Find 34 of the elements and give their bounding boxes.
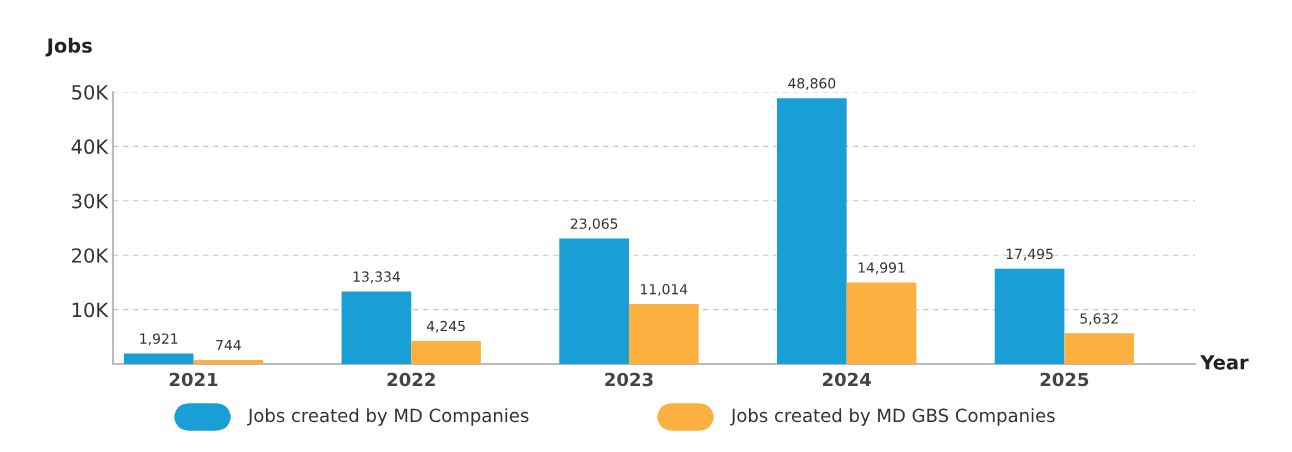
data-label: 4,245 xyxy=(426,320,465,333)
y-tick-label: 10K xyxy=(72,302,109,318)
data-label: 11,014 xyxy=(641,283,688,296)
bar xyxy=(846,282,917,364)
y-axis-title: Jobs xyxy=(45,37,92,57)
data-label: 13,334 xyxy=(353,271,400,284)
y-tick-label: 50K xyxy=(72,84,109,100)
data-label: 17,495 xyxy=(1006,248,1053,261)
data-label: 5,632 xyxy=(1080,313,1118,326)
bar xyxy=(628,304,699,364)
legend-label: Jobs created by MD Companies xyxy=(247,408,529,426)
x-axis-title: Year xyxy=(1200,355,1249,370)
x-tick-label: 2022 xyxy=(387,372,435,387)
bar xyxy=(994,268,1065,364)
data-label: 1,921 xyxy=(140,333,178,346)
bar xyxy=(1064,333,1135,364)
legend-label: Jobs created by MD GBS Companies xyxy=(730,408,1055,426)
bar xyxy=(193,359,264,364)
x-tick-label: 2021 xyxy=(169,372,218,387)
bar xyxy=(777,98,847,364)
data-label: 14,991 xyxy=(858,262,905,275)
bar xyxy=(559,238,629,364)
data-label: 23,065 xyxy=(570,218,618,231)
data-label: 48,860 xyxy=(788,78,836,90)
y-tick-label: 30K xyxy=(72,193,109,209)
data-label: 744 xyxy=(216,339,241,351)
x-tick-label: 2025 xyxy=(1040,372,1089,387)
y-tick-label: 40K xyxy=(71,139,109,155)
y-tick-label: 20K xyxy=(72,248,109,263)
bar xyxy=(123,353,194,364)
bar xyxy=(341,291,412,364)
x-tick-label: 2023 xyxy=(605,372,653,387)
bar xyxy=(411,340,481,364)
x-tick-label: 2024 xyxy=(822,372,871,387)
